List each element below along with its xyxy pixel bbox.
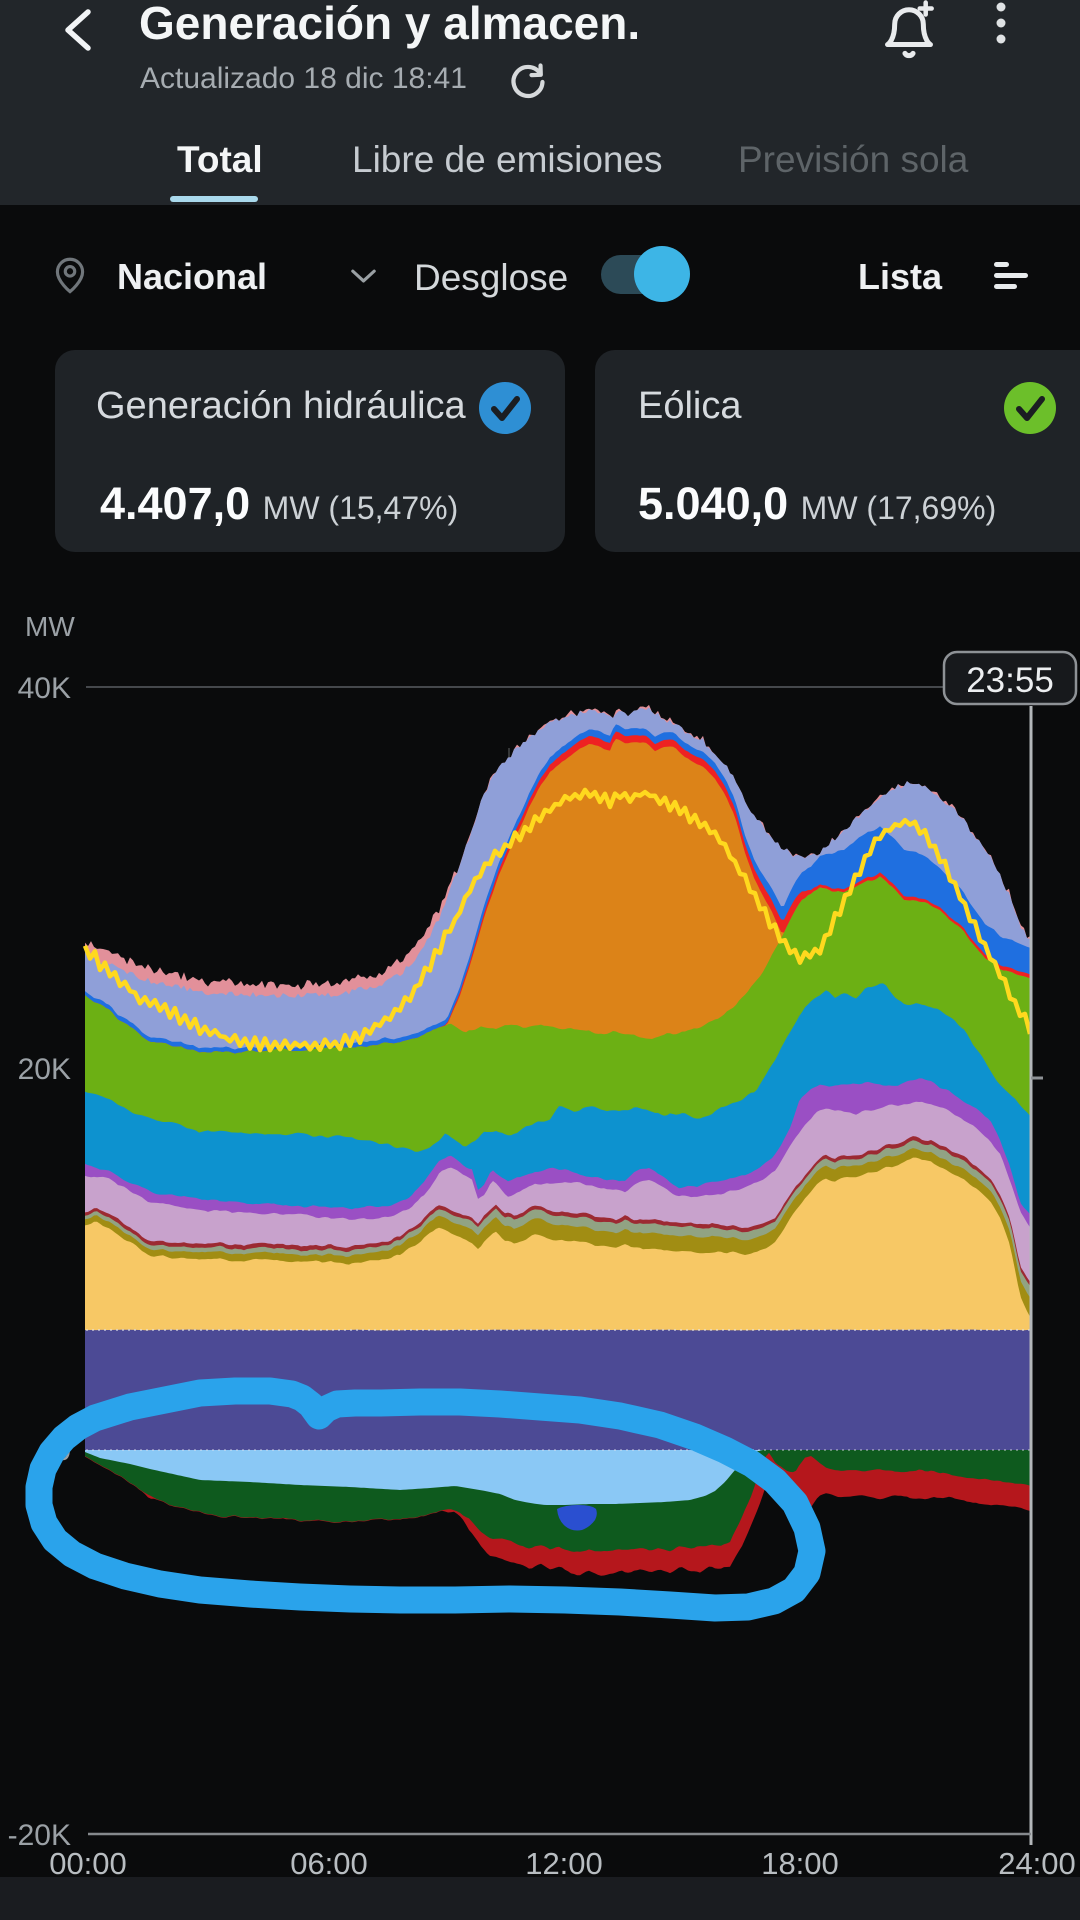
svg-text:00:00: 00:00 xyxy=(49,1846,127,1881)
svg-text:12:00: 12:00 xyxy=(525,1846,603,1881)
svg-text:23:55: 23:55 xyxy=(966,661,1054,700)
svg-text:MW: MW xyxy=(25,611,75,642)
svg-text:40K: 40K xyxy=(18,672,71,705)
svg-text:18:00: 18:00 xyxy=(761,1846,839,1881)
svg-text:24:00: 24:00 xyxy=(998,1846,1076,1881)
svg-text:06:00: 06:00 xyxy=(290,1846,368,1881)
svg-text:-20K: -20K xyxy=(8,1819,71,1852)
svg-text:20K: 20K xyxy=(18,1053,71,1086)
